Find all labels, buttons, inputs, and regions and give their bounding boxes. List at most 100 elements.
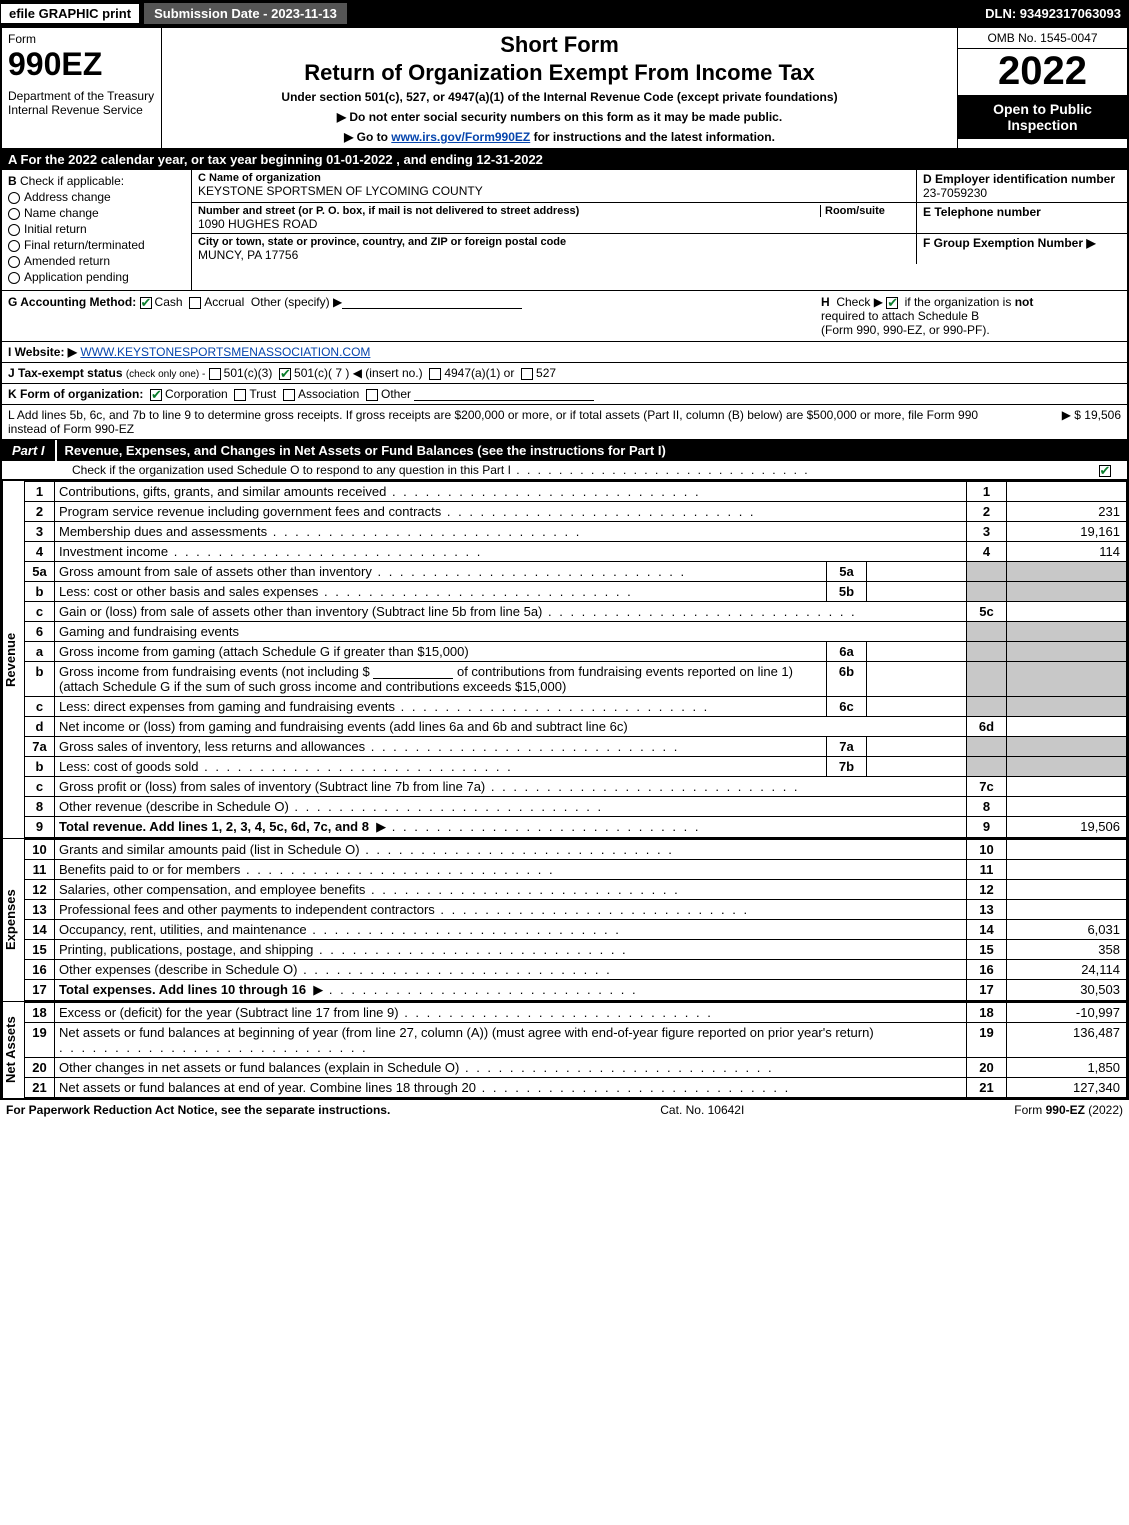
chk-schedule-o[interactable] — [1099, 465, 1111, 477]
chk-4947[interactable] — [429, 368, 441, 380]
j-note: (check only one) - — [126, 369, 205, 380]
line-6b-num: b — [25, 662, 55, 697]
chk-501c[interactable] — [279, 368, 291, 380]
line-5a: 5a Gross amount from sale of assets othe… — [25, 562, 1127, 582]
col-c-through-f: C Name of organization KEYSTONE SPORTSME… — [192, 170, 1127, 290]
line-11-col: 11 — [967, 860, 1007, 880]
line-3: 3 Membership dues and assessments 3 19,1… — [25, 522, 1127, 542]
chk-address-change[interactable]: Address change — [8, 190, 185, 204]
line-14-col: 14 — [967, 920, 1007, 940]
line-17-num: 17 — [25, 980, 55, 1001]
line-6a-col — [967, 642, 1007, 662]
line-12-col: 12 — [967, 880, 1007, 900]
line-7b-amt — [1007, 757, 1127, 777]
j-o1: 501(c)(3) — [224, 366, 273, 380]
line-3-num: 3 — [25, 522, 55, 542]
chk-527[interactable] — [521, 368, 533, 380]
line-5a-subamt — [867, 562, 967, 582]
line-7a-desc: Gross sales of inventory, less returns a… — [59, 739, 365, 754]
other-org-input[interactable] — [414, 387, 594, 401]
col-b-checkboxes: B Check if applicable: Address change Na… — [2, 170, 192, 290]
line-15-desc: Printing, publications, postage, and shi… — [59, 942, 313, 957]
h-label: H — [821, 295, 830, 309]
other-input[interactable] — [342, 295, 522, 309]
line-1-col: 1 — [967, 482, 1007, 502]
line-2-desc: Program service revenue including govern… — [59, 504, 441, 519]
footer-r-post: (2022) — [1085, 1103, 1123, 1117]
chk-accrual[interactable] — [189, 297, 201, 309]
line-2: 2 Program service revenue including gove… — [25, 502, 1127, 522]
line-17-col: 17 — [967, 980, 1007, 1001]
chk-corporation[interactable] — [150, 389, 162, 401]
line-20-amt: 1,850 — [1007, 1058, 1127, 1078]
line-6d-desc: Net income or (loss) from gaming and fun… — [59, 719, 628, 734]
h-check: H Check ▶ if the organization is not req… — [821, 295, 1121, 337]
line-14: 14Occupancy, rent, utilities, and mainte… — [25, 920, 1127, 940]
line-5a-col — [967, 562, 1007, 582]
line-21-col: 21 — [967, 1078, 1007, 1098]
line-17-desc: Total expenses. Add lines 10 through 16 — [59, 982, 306, 997]
chk-amended-return-label: Amended return — [24, 254, 110, 268]
row-a-taxyear: A For the 2022 calendar year, or tax yea… — [2, 149, 1127, 170]
chk-cash[interactable] — [140, 297, 152, 309]
line-18-desc: Excess or (deficit) for the year (Subtra… — [59, 1005, 399, 1020]
revenue-table: 1 Contributions, gifts, grants, and simi… — [24, 481, 1127, 838]
line-6a-amt — [1007, 642, 1127, 662]
line-21-num: 21 — [25, 1078, 55, 1098]
line-6b-input[interactable] — [373, 665, 453, 679]
chk-schedule-b[interactable] — [886, 297, 898, 309]
netassets-side-label: Net Assets — [2, 1002, 24, 1098]
chk-association[interactable] — [283, 389, 295, 401]
chk-other-org[interactable] — [366, 389, 378, 401]
line-6-amt — [1007, 622, 1127, 642]
revenue-section: Revenue 1 Contributions, gifts, grants, … — [2, 480, 1127, 838]
line-7b-num: b — [25, 757, 55, 777]
line-6c-col — [967, 697, 1007, 717]
line-5b-col — [967, 582, 1007, 602]
line-2-col: 2 — [967, 502, 1007, 522]
ein-value: 23-7059230 — [923, 186, 1121, 200]
line-18-col: 18 — [967, 1003, 1007, 1023]
line-5a-desc: Gross amount from sale of assets other t… — [59, 564, 372, 579]
k-o1: Corporation — [165, 387, 228, 401]
chk-initial-return[interactable]: Initial return — [8, 222, 185, 236]
website-link[interactable]: WWW.KEYSTONESPORTSMENASSOCIATION.COM — [80, 345, 370, 359]
chk-trust[interactable] — [234, 389, 246, 401]
line-12: 12Salaries, other compensation, and empl… — [25, 880, 1127, 900]
netassets-section: Net Assets 18 Excess or (deficit) for the… — [2, 1001, 1127, 1098]
line-9-col: 9 — [967, 817, 1007, 838]
e-phone-label: E Telephone number — [923, 205, 1121, 219]
line-16-amt: 24,114 — [1007, 960, 1127, 980]
line-7a-subcol: 7a — [827, 737, 867, 757]
d-ein-cell: D Employer identification number 23-7059… — [917, 170, 1127, 202]
irs-link[interactable]: www.irs.gov/Form990EZ — [391, 130, 530, 144]
chk-501c3[interactable] — [209, 368, 221, 380]
line-9-desc: Total revenue. Add lines 1, 2, 3, 4, 5c,… — [59, 819, 369, 834]
j-o3: 4947(a)(1) or — [444, 366, 514, 380]
line-6b-desc1: Gross income from fundraising events (no… — [59, 664, 370, 679]
form-container: Form 990EZ Department of the Treasury In… — [0, 26, 1129, 1100]
city-label: City or town, state or province, country… — [198, 236, 910, 248]
c-name-cell: C Name of organization KEYSTONE SPORTSME… — [192, 170, 917, 202]
line-6c: c Less: direct expenses from gaming and … — [25, 697, 1127, 717]
line-6b-col — [967, 662, 1007, 697]
form-note1: ▶ Do not enter social security numbers o… — [170, 110, 949, 124]
line-6-num: 6 — [25, 622, 55, 642]
line-20-col: 20 — [967, 1058, 1007, 1078]
chk-amended-return[interactable]: Amended return — [8, 254, 185, 268]
line-19-amt: 136,487 — [1007, 1023, 1127, 1058]
efile-print-label[interactable]: efile GRAPHIC print — [0, 3, 140, 24]
line-10-desc: Grants and similar amounts paid (list in… — [59, 842, 360, 857]
expenses-table: 10Grants and similar amounts paid (list … — [24, 839, 1127, 1001]
line-5b-subcol: 5b — [827, 582, 867, 602]
line-7b: b Less: cost of goods sold 7b — [25, 757, 1127, 777]
form-title: Return of Organization Exempt From Incom… — [170, 60, 949, 86]
chk-final-return[interactable]: Final return/terminated — [8, 238, 185, 252]
line-5a-num: 5a — [25, 562, 55, 582]
footer-r-bold: 990-EZ — [1046, 1103, 1085, 1117]
line-10-amt — [1007, 840, 1127, 860]
chk-name-change[interactable]: Name change — [8, 206, 185, 220]
chk-application-pending[interactable]: Application pending — [8, 270, 185, 284]
line-18-amt: -10,997 — [1007, 1003, 1127, 1023]
line-5c: c Gain or (loss) from sale of assets oth… — [25, 602, 1127, 622]
